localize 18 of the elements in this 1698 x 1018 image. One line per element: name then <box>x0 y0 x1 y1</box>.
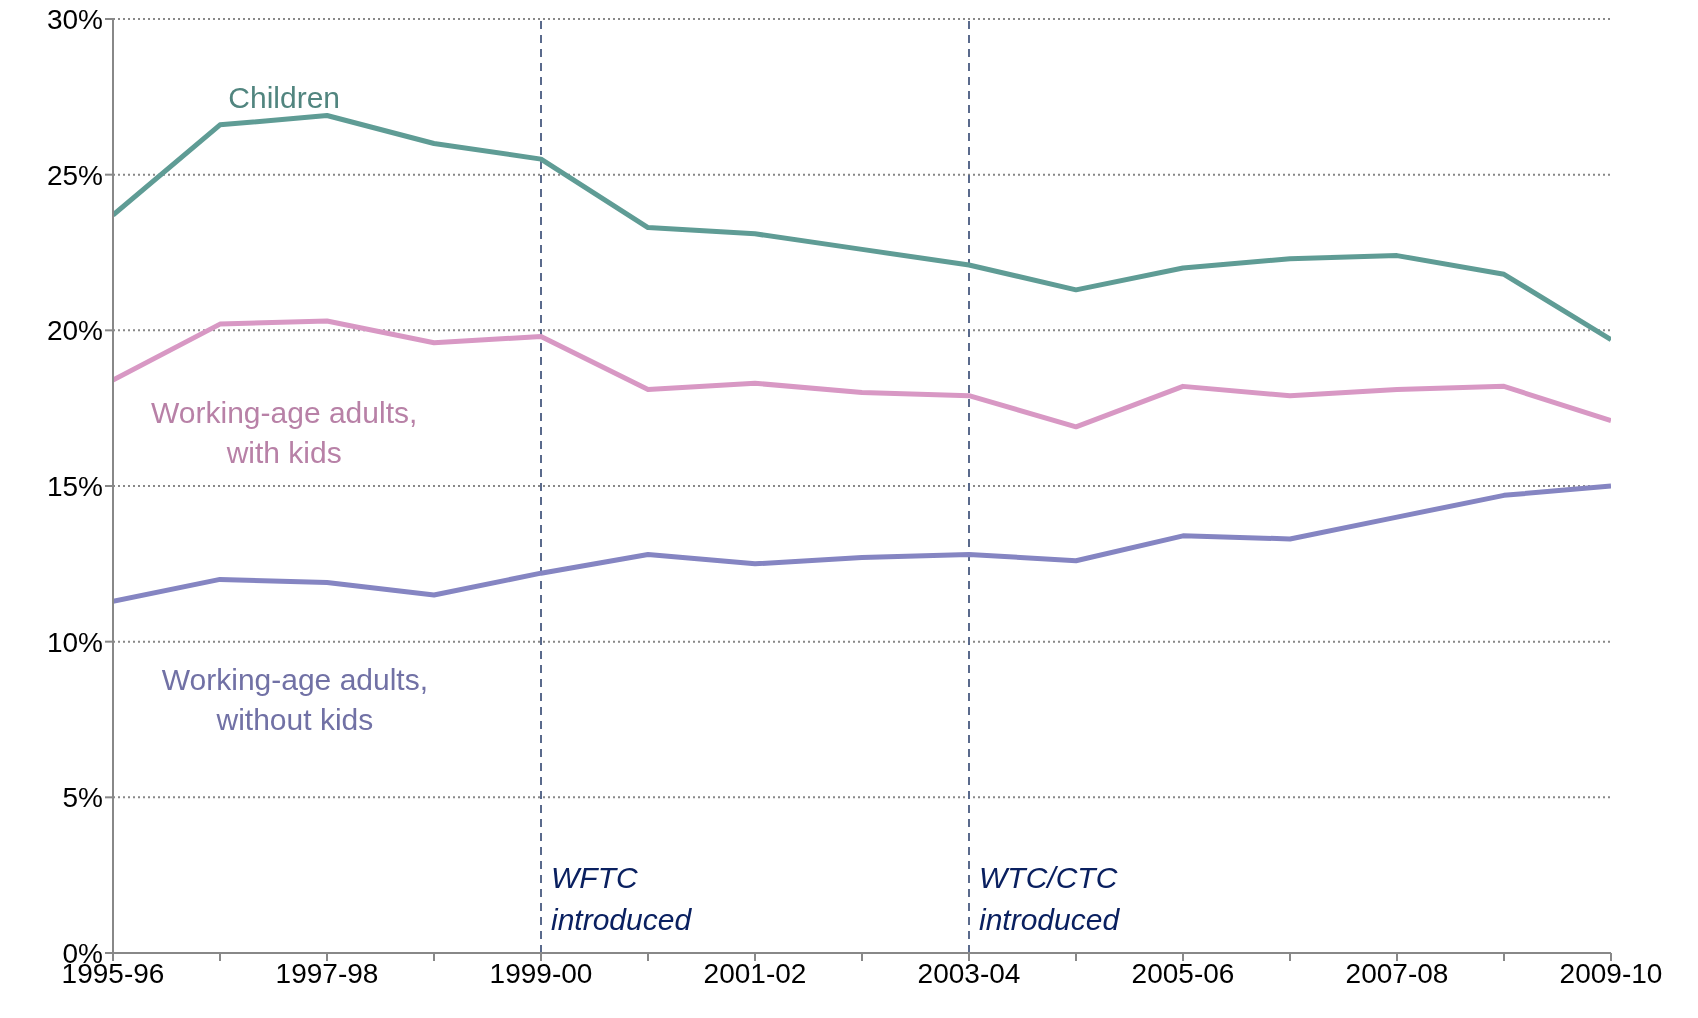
y-tick-label: 10% <box>46 626 103 658</box>
y-tick-label: 5% <box>62 782 103 814</box>
x-tick-label: 2003-04 <box>917 957 1021 989</box>
y-tick-label: 15% <box>46 470 103 502</box>
x-tick-label: 2007-08 <box>1345 957 1449 989</box>
ref-line-label: WTC/CTC introduced <box>979 860 1121 938</box>
series-label: Children <box>227 80 342 117</box>
y-tick-label: 20% <box>46 315 103 347</box>
ref-line-label: WFTC introduced <box>551 860 693 938</box>
x-tick-label: 2009-10 <box>1559 957 1663 989</box>
y-tick-label: 25% <box>46 159 103 191</box>
x-tick-label: 1997-98 <box>275 957 379 989</box>
x-tick-label: 2001-02 <box>703 957 807 989</box>
y-tick-label: 30% <box>46 3 103 35</box>
x-tick-label: 1999-00 <box>489 957 593 989</box>
x-tick-label: 2005-06 <box>1131 957 1235 989</box>
series-label: Working-age adults, with kids <box>150 394 419 471</box>
text: Working-age adults, without kids <box>160 662 429 739</box>
